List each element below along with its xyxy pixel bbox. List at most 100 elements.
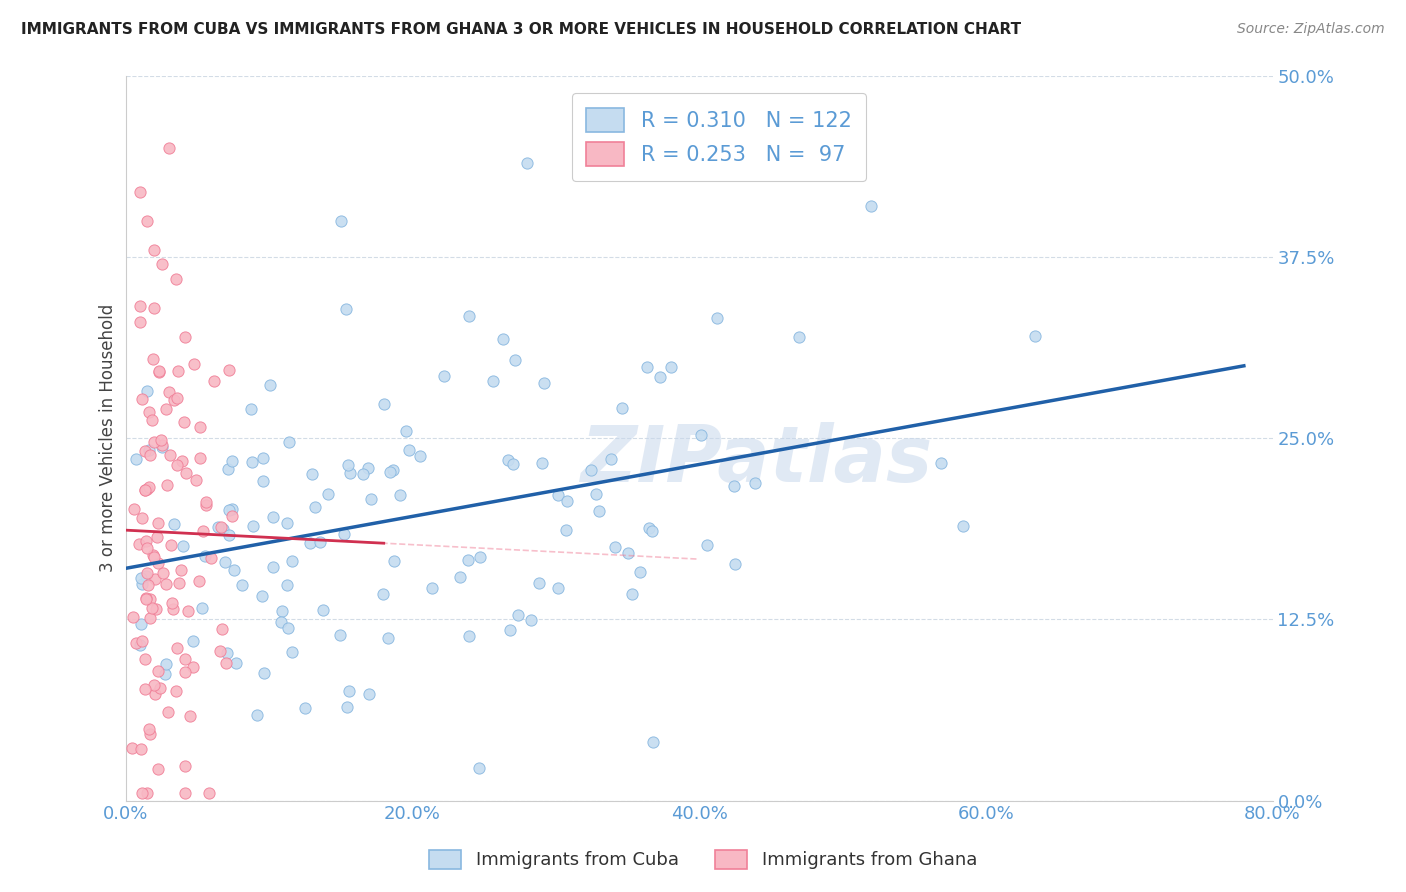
Point (149, 434, 172, 448)
Point (150, 438, 173, 452)
Point (134, 681, 156, 696)
Point (278, 434, 301, 449)
Point (496, 453, 519, 467)
Point (492, 333, 515, 347)
Point (555, 494, 578, 508)
Point (641, 734, 664, 748)
Point (398, 442, 420, 457)
Point (191, 601, 214, 615)
Point (136, 786, 159, 800)
Point (155, 657, 177, 671)
Point (160, 596, 183, 610)
Point (174, 665, 197, 679)
Point (134, 651, 156, 665)
Point (138, 405, 160, 419)
Point (706, 311, 728, 326)
Point (214, 656, 236, 670)
Point (181, 633, 204, 648)
Point (689, 428, 711, 442)
Point (360, 491, 382, 506)
Point (304, 500, 326, 514)
Point (131, 786, 153, 800)
Point (169, 563, 191, 577)
Point (169, 576, 191, 591)
Point (262, 510, 284, 524)
Point (146, 556, 169, 570)
Point (166, 641, 188, 656)
Point (225, 657, 247, 671)
Point (218, 502, 240, 516)
Point (636, 359, 658, 374)
Point (135, 533, 157, 548)
Point (165, 271, 187, 285)
Point (139, 610, 162, 624)
Point (696, 538, 718, 552)
Point (139, 591, 162, 606)
Point (146, 665, 169, 679)
Point (134, 483, 156, 497)
Point (138, 443, 160, 458)
Point (252, 474, 274, 488)
Point (357, 687, 380, 701)
Point (449, 569, 471, 583)
Point (131, 576, 153, 591)
Point (209, 520, 232, 534)
Point (952, 519, 974, 533)
Point (194, 498, 217, 512)
Point (188, 420, 211, 434)
Point (420, 581, 443, 595)
Point (129, 638, 152, 652)
Point (150, 257, 173, 271)
Point (547, 581, 569, 595)
Point (661, 360, 683, 375)
Point (612, 401, 634, 416)
Point (352, 467, 374, 482)
Point (155, 577, 177, 591)
Point (157, 141, 180, 155)
Point (163, 393, 186, 408)
Point (183, 660, 205, 674)
Point (329, 627, 352, 641)
Point (373, 396, 395, 410)
Point (177, 604, 200, 618)
Point (166, 364, 188, 378)
Point (458, 309, 481, 323)
Point (339, 466, 361, 480)
Point (433, 368, 456, 383)
Point (600, 451, 623, 466)
Point (388, 488, 411, 502)
Point (125, 451, 148, 466)
Point (723, 479, 745, 493)
Point (502, 457, 524, 471)
Point (312, 603, 335, 617)
Point (628, 565, 651, 579)
Point (259, 378, 281, 392)
Point (157, 385, 180, 400)
Point (218, 363, 240, 377)
Point (138, 723, 160, 737)
Point (468, 761, 491, 775)
Point (336, 458, 359, 472)
Point (157, 705, 180, 719)
Point (499, 624, 522, 638)
Point (143, 434, 166, 449)
Point (143, 688, 166, 702)
Point (378, 465, 401, 479)
Point (135, 569, 157, 583)
Point (860, 199, 883, 213)
Point (547, 488, 569, 502)
Point (395, 424, 418, 438)
Point (122, 610, 145, 624)
Point (173, 652, 195, 666)
Point (165, 684, 187, 698)
Point (170, 454, 193, 468)
Point (136, 566, 159, 581)
Point (281, 554, 304, 568)
Point (174, 466, 197, 480)
Point (308, 534, 330, 549)
Point (277, 621, 299, 635)
Point (336, 700, 359, 714)
Point (138, 480, 160, 494)
Point (125, 636, 148, 650)
Point (357, 461, 380, 475)
